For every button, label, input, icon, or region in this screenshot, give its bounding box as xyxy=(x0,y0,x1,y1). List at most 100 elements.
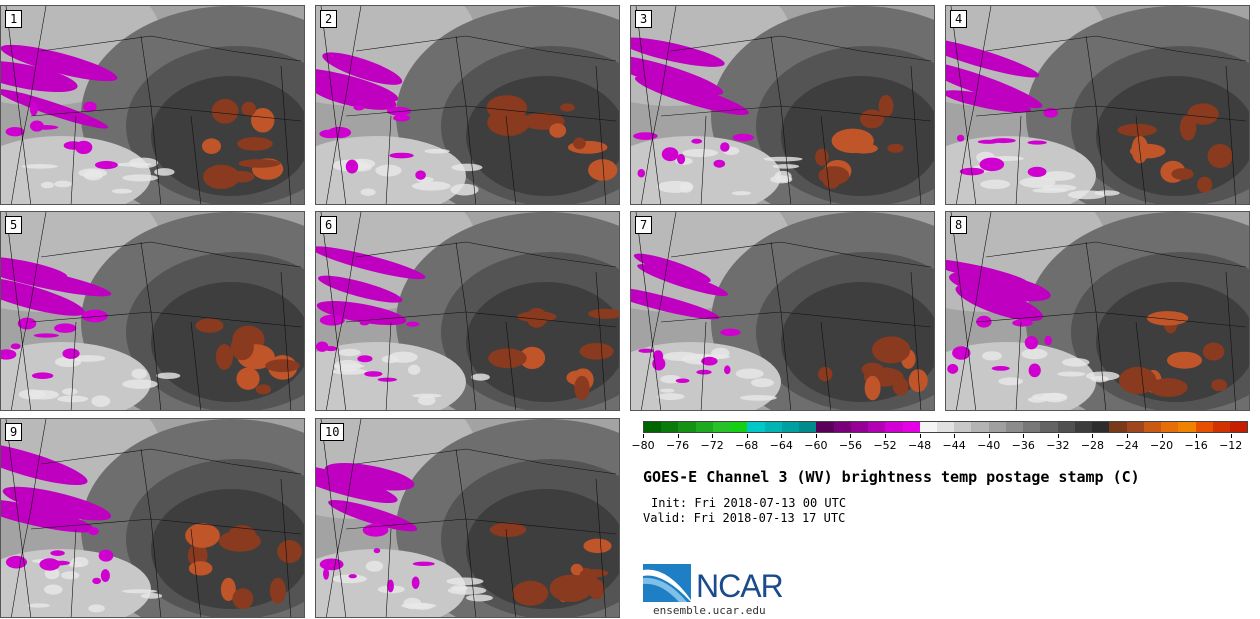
colorbar-tick-label: −80 xyxy=(631,439,655,452)
colorbar-tick-label: −44 xyxy=(942,439,966,452)
postage-stamp-panel[interactable]: 4 xyxy=(945,5,1250,205)
colorbar-bin xyxy=(644,422,662,432)
colorbar-tick-label: −56 xyxy=(838,439,863,452)
colorbar-tick xyxy=(643,434,644,438)
panel-label: 10 xyxy=(320,423,345,441)
colorbar-bin xyxy=(868,422,886,432)
colorbar-bin xyxy=(988,422,1006,432)
postage-stamp-panel[interactable]: 5 xyxy=(0,211,305,411)
colorbar-tick-label: −36 xyxy=(1011,439,1035,452)
wv-map xyxy=(946,212,1249,410)
postage-stamp-panel[interactable]: 6 xyxy=(315,211,620,411)
panel-label: 5 xyxy=(5,216,23,234)
colorbar-tick-label: −48 xyxy=(907,439,932,452)
colorbar-bin xyxy=(919,422,937,432)
colorbar-bin xyxy=(712,422,731,432)
colorbar-tick xyxy=(1230,434,1232,438)
colorbar-ticks: −80 −76 −72 −68 −64 −60 −56 −52 −48 −44 −40 −36 −32−… xyxy=(631,434,1248,456)
colorbar-tick-label: −24 xyxy=(1115,439,1139,452)
colorbar-bin xyxy=(1040,422,1058,432)
colorbar-tick-label: −72 xyxy=(700,439,724,452)
postage-stamp-panel[interactable]: 1 xyxy=(0,5,305,205)
colorbar-bin xyxy=(1074,422,1093,432)
colorbar-bin xyxy=(971,422,989,432)
colorbar-tick xyxy=(712,434,714,438)
postage-stamp-panel[interactable]: 7 xyxy=(630,211,935,411)
colorbar-tick-label: −28 xyxy=(1080,439,1105,452)
colorbar-tick xyxy=(781,434,783,438)
valid-time: Valid: Fri 2018-07-13 17 UTC xyxy=(643,511,846,525)
colorbar-bin xyxy=(1057,422,1075,432)
postage-stamp-panel[interactable]: 9 xyxy=(0,418,305,618)
wv-map xyxy=(631,212,934,410)
colorbar-bin xyxy=(816,422,834,432)
colorbar-bin xyxy=(1023,422,1041,432)
postage-stamp-panel[interactable]: 8 xyxy=(945,211,1250,411)
colorbar-tick xyxy=(677,434,679,438)
ncar-logo[interactable]: NCAR ensemble.ucar.edu xyxy=(643,562,803,618)
panel-label: 4 xyxy=(950,10,968,28)
panel-label: 2 xyxy=(320,10,338,28)
colorbar-tick-label: −60 xyxy=(804,439,828,452)
colorbar-tick-label: −64 xyxy=(769,439,793,452)
colorbar-tick-label: −12 xyxy=(1219,439,1243,452)
colorbar-bin xyxy=(885,422,903,432)
colorbar-tick-label: −16 xyxy=(1184,439,1208,452)
init-time: Init: Fri 2018-07-13 00 UTC xyxy=(651,496,847,510)
wv-map xyxy=(631,6,934,204)
colorbar-bin xyxy=(678,422,696,432)
colorbar-tick-label: −76 xyxy=(665,439,690,452)
colorbar-tick xyxy=(1196,434,1198,438)
colorbar-bin xyxy=(1109,422,1127,432)
colorbar-bin xyxy=(902,422,920,432)
colorbar-bin xyxy=(747,422,765,432)
chart-title: GOES-E Channel 3 (WV) brightness temp po… xyxy=(643,468,1140,486)
panel-label: 9 xyxy=(5,423,23,441)
colorbar-tick xyxy=(1023,434,1025,438)
logo-url[interactable]: ensemble.ucar.edu xyxy=(653,604,766,617)
panel-label: 3 xyxy=(635,10,653,28)
colorbar-tick-label: −20 xyxy=(1149,439,1174,452)
colorbar-bin xyxy=(850,422,869,432)
panel-label: 7 xyxy=(635,216,653,234)
colorbar-tick-label: −68 xyxy=(735,439,759,452)
colorbar-bin xyxy=(695,422,713,432)
colorbar-bin xyxy=(661,422,679,432)
wv-map xyxy=(1,6,304,204)
ncar-swoosh-icon xyxy=(643,564,691,602)
colorbar-bin xyxy=(936,422,955,432)
postage-stamp-panel[interactable]: 10 xyxy=(315,418,620,618)
colorbar-tick xyxy=(988,434,990,438)
colorbar-bin xyxy=(764,422,782,432)
colorbar-tick xyxy=(954,434,956,438)
wv-map xyxy=(316,419,619,617)
postage-stamp-panel[interactable]: 2 xyxy=(315,5,620,205)
wv-map xyxy=(316,212,619,410)
colorbar-tick xyxy=(850,434,852,438)
colorbar-bin xyxy=(1178,422,1196,432)
colorbar-tick xyxy=(1057,434,1059,438)
colorbar-tick xyxy=(885,434,886,438)
colorbar-bin xyxy=(799,422,817,432)
colorbar-tick xyxy=(815,434,817,438)
colorbar-tick xyxy=(919,434,921,438)
colorbar-tick xyxy=(1161,434,1163,438)
colorbar-tick xyxy=(746,434,748,438)
colorbar-bin xyxy=(833,422,851,432)
logo-text: NCAR xyxy=(696,568,784,604)
colorbar-bin xyxy=(1161,422,1179,432)
colorbar-bin xyxy=(1126,422,1144,432)
colorbar-bin xyxy=(1212,422,1230,432)
colorbar-bin xyxy=(1092,422,1110,432)
postage-stamp-panel[interactable]: 3 xyxy=(630,5,935,205)
colorbar-bin xyxy=(954,422,972,432)
panel-label: 6 xyxy=(320,216,338,234)
colorbar-bin xyxy=(1005,422,1024,432)
colorbar-bin xyxy=(781,422,800,432)
colorbar-tick-label: −40 xyxy=(977,439,1001,452)
colorbar-bin xyxy=(1195,422,1213,432)
wv-map xyxy=(316,6,619,204)
colorbar-tick-label: −32 xyxy=(1046,439,1070,452)
panel-label: 8 xyxy=(950,216,968,234)
wv-map xyxy=(946,6,1249,204)
